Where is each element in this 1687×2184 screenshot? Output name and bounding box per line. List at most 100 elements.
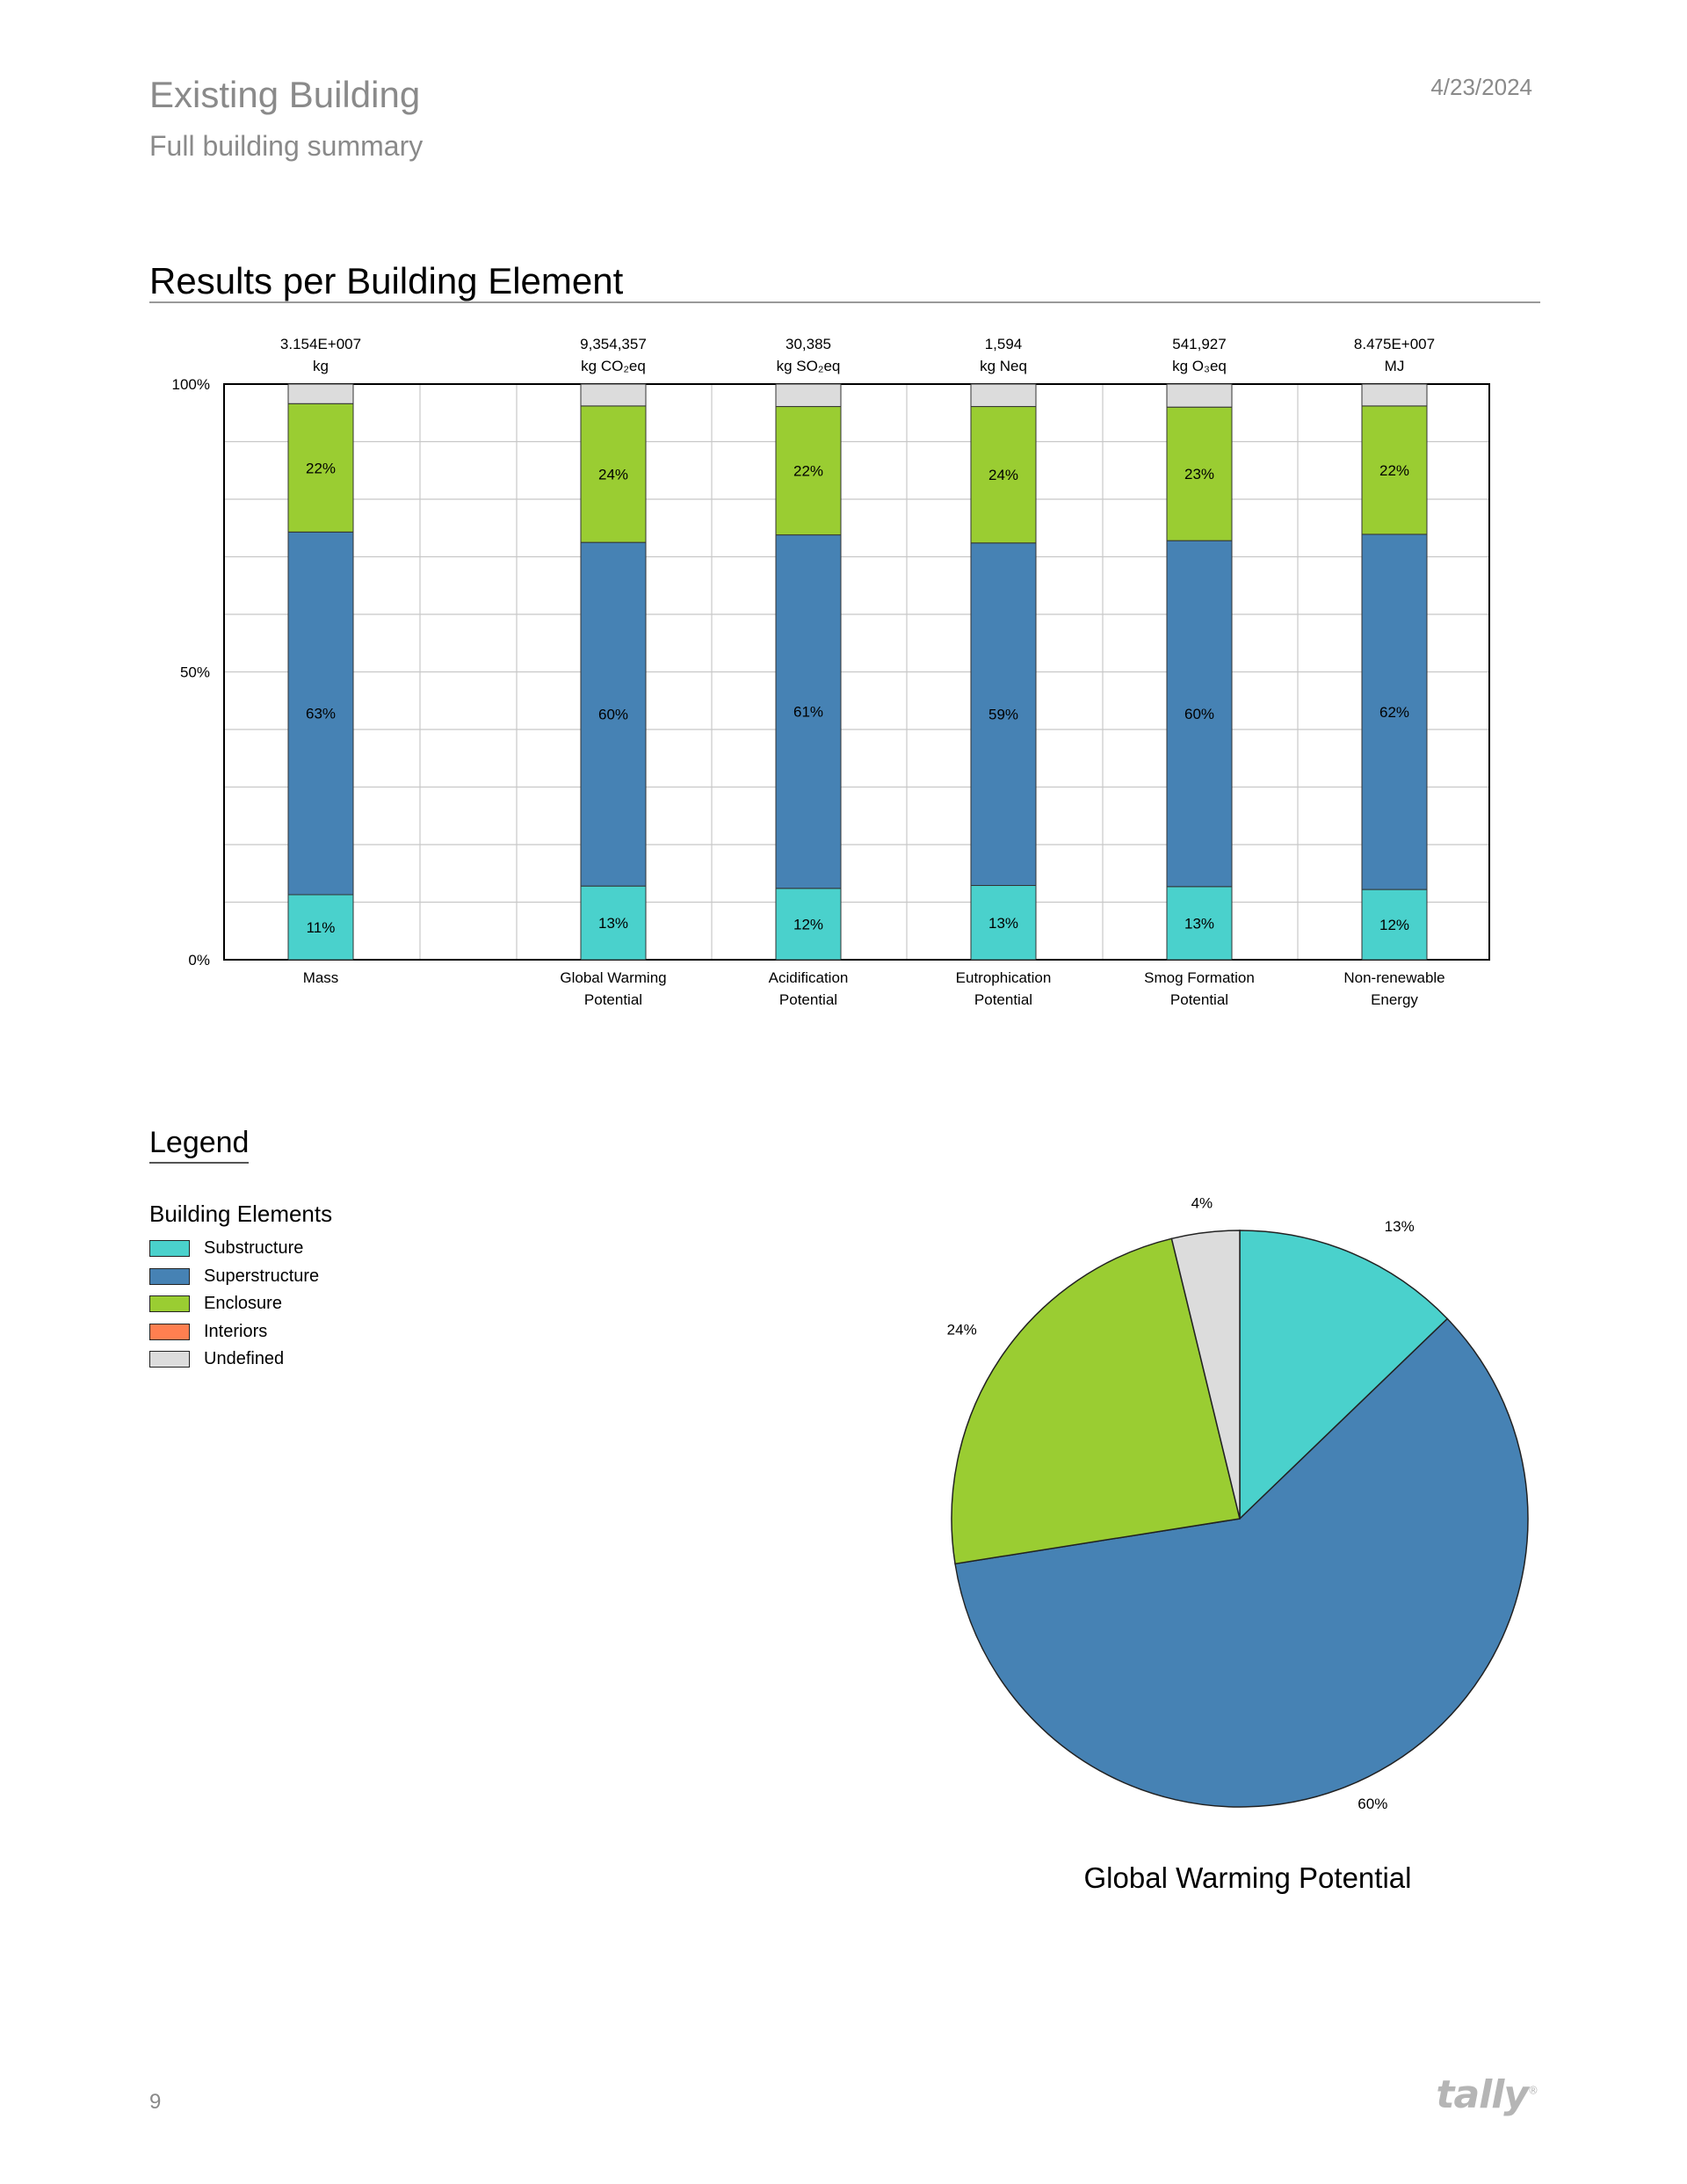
legend-item: Interiors [149,1318,319,1346]
data-label: 60% [598,707,628,723]
bar-total-value: 541,927 [1172,336,1226,352]
bar-total-unit: MJ [1385,358,1405,374]
x-category-label: Global Warming [560,969,666,986]
bar-total-value: 1,594 [985,336,1023,352]
pie-slice-label: 13% [1385,1218,1415,1235]
bar-segment-substructure [580,885,647,961]
bar-total-value: 3.154E+007 [280,336,361,352]
legend-label: Substructure [204,1238,304,1259]
section-title: Results per Building Element [149,260,624,301]
x-category-label: Potential [974,991,1032,1008]
bar-segment-enclosure [1361,405,1428,535]
data-label: 22% [1379,462,1409,479]
legend-item: Substructure [149,1235,319,1263]
data-label: 24% [598,467,628,483]
data-label: 23% [1184,466,1214,483]
bar-segment-superstructure [970,542,1037,887]
bar-total-unit: kg Neq [980,358,1027,374]
x-category-label: Acidification [769,969,849,986]
bar-segment-enclosure [970,406,1037,544]
data-label: 22% [793,463,823,480]
data-label: 12% [1379,917,1409,933]
bar-segment-substructure [1361,889,1428,961]
legend-label: Enclosure [204,1294,282,1314]
bar-total-value: 9,354,357 [580,336,647,352]
y-tick-label: 50% [180,664,210,681]
stacked-bar-chart: 0% 50% 100% 11% 63% 22% 3.154E+007 kg Mass 13% 60%… [172,336,1490,1008]
pie-slice-label: 60% [1358,1796,1387,1812]
data-label: 12% [793,916,823,932]
data-label: 13% [598,915,628,932]
bar-segment-undefined [287,383,354,404]
pie-slice-substructure [1239,1230,1449,1520]
bar-total-value: 8.475E+007 [1354,336,1435,352]
legend-swatch [149,1323,190,1340]
y-tick-label: 0% [188,952,210,969]
data-label: 13% [1184,915,1214,932]
bar-segment-undefined [580,383,647,407]
legend-list: Substructure Superstructure Enclosure In… [149,1235,319,1374]
pie-chart: 13% 60% 24% 4% [947,1195,1529,1812]
legend-subheading: Building Elements [149,1201,333,1227]
legend-swatch [149,1267,190,1285]
legend-item: Enclosure [149,1290,319,1318]
x-category-label: Potential [779,991,837,1008]
legend-swatch [149,1295,190,1313]
report-subtitle: Full building summary [149,130,424,162]
data-label: 60% [1184,706,1214,722]
bar-segment-enclosure [775,406,842,536]
data-label: 24% [988,467,1018,483]
bar-total-unit: kg CO₂eq [581,358,646,374]
pie-chart-title: Global Warming Potential [1083,1861,1412,1894]
bar-total-unit: kg [313,358,329,374]
bar-total-unit: kg O₃eq [1172,358,1227,374]
data-label: 63% [306,706,336,722]
legend-swatch [149,1240,190,1258]
pie-slice-label: 24% [947,1321,977,1338]
logo-text: tally [1436,2072,1529,2117]
bar-segment-undefined [1166,383,1233,408]
bar-total-unit: kg SO₂eq [777,358,841,374]
legend-item: Undefined [149,1346,319,1374]
legend-item: Superstructure [149,1263,319,1291]
data-label: 59% [988,707,1018,723]
bar-segment-enclosure [1166,406,1233,541]
page-number: 9 [149,2090,162,2114]
report-title: Existing Building [149,74,421,115]
data-label: 13% [988,915,1018,932]
bar-segment-enclosure [580,405,647,543]
x-category-label: Eutrophication [956,969,1052,986]
legend-label: Superstructure [204,1266,320,1286]
bar-segment-superstructure [580,541,647,887]
bar-segment-substructure [970,885,1037,961]
bar-segment-superstructure [1361,533,1428,890]
legend-label: Interiors [204,1321,268,1341]
x-category-label: Potential [584,991,642,1008]
x-category-label: Smog Formation [1144,969,1255,986]
bar-total-value: 30,385 [786,336,831,352]
pie-slice-undefined [1170,1230,1241,1520]
x-category-label: Non-renewable [1343,969,1444,986]
legend-label: Undefined [204,1349,285,1369]
report-date: 4/23/2024 [1430,74,1532,100]
bar-segment-substructure [1166,886,1233,961]
pie-slice-label: 4% [1191,1195,1213,1212]
x-category-label: Mass [303,969,339,986]
x-category-label: Potential [1170,991,1228,1008]
x-category-label: Energy [1371,991,1418,1008]
bar-segment-undefined [775,383,842,408]
legend-swatch [149,1351,190,1368]
pie-slice-superstructure [954,1317,1529,1808]
registered-mark: ® [1528,2084,1539,2097]
bar-segment-undefined [1361,383,1428,407]
data-label: 61% [793,704,823,721]
y-tick-label: 100% [172,376,210,393]
plot-frame [223,383,1490,961]
data-label: 22% [306,460,336,476]
section-divider [149,301,1540,303]
tally-logo: tally® [1436,2072,1539,2117]
legend-heading: Legend [149,1126,250,1164]
pie-slice-enclosure [951,1237,1241,1565]
bar-segment-superstructure [1166,540,1233,888]
bar-segment-substructure [775,888,842,961]
